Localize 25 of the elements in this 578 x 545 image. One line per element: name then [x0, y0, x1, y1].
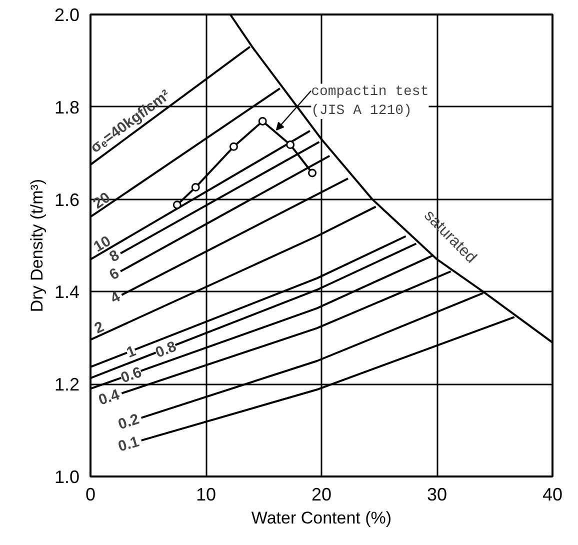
- y-tick-label: 1.0: [54, 467, 80, 487]
- text: 1: [124, 342, 138, 362]
- annotation: compactin test (JIS A 1210): [311, 84, 429, 119]
- text: 4: [108, 288, 124, 308]
- y-tick-label: 1.8: [54, 97, 80, 118]
- text: 0.8: [153, 338, 179, 362]
- y-tick-label: 2.0: [54, 5, 80, 25]
- y-tick-label: 1.4: [54, 282, 80, 302]
- x-tick-label: 30: [426, 484, 448, 504]
- text: 0.2: [116, 410, 142, 434]
- text: 0.1: [116, 433, 141, 456]
- y-tick-label: 1.2: [54, 374, 80, 395]
- x-axis-title: Water Content (%): [251, 508, 392, 528]
- y-axis-title: Dry Density (t/m³): [27, 178, 46, 312]
- text: 0.4: [96, 386, 122, 409]
- text: 20: [90, 189, 114, 212]
- x-tick-label: 0: [85, 484, 96, 504]
- text: 2: [92, 318, 107, 338]
- text: 8: [106, 246, 122, 266]
- x-tick-label: 40: [542, 484, 563, 504]
- x-tick-label: 20: [311, 484, 332, 504]
- y-tick-label: 1.6: [54, 190, 80, 210]
- text: 6: [106, 264, 122, 284]
- text: 0.6: [118, 364, 144, 387]
- x-tick-label: 10: [196, 484, 216, 504]
